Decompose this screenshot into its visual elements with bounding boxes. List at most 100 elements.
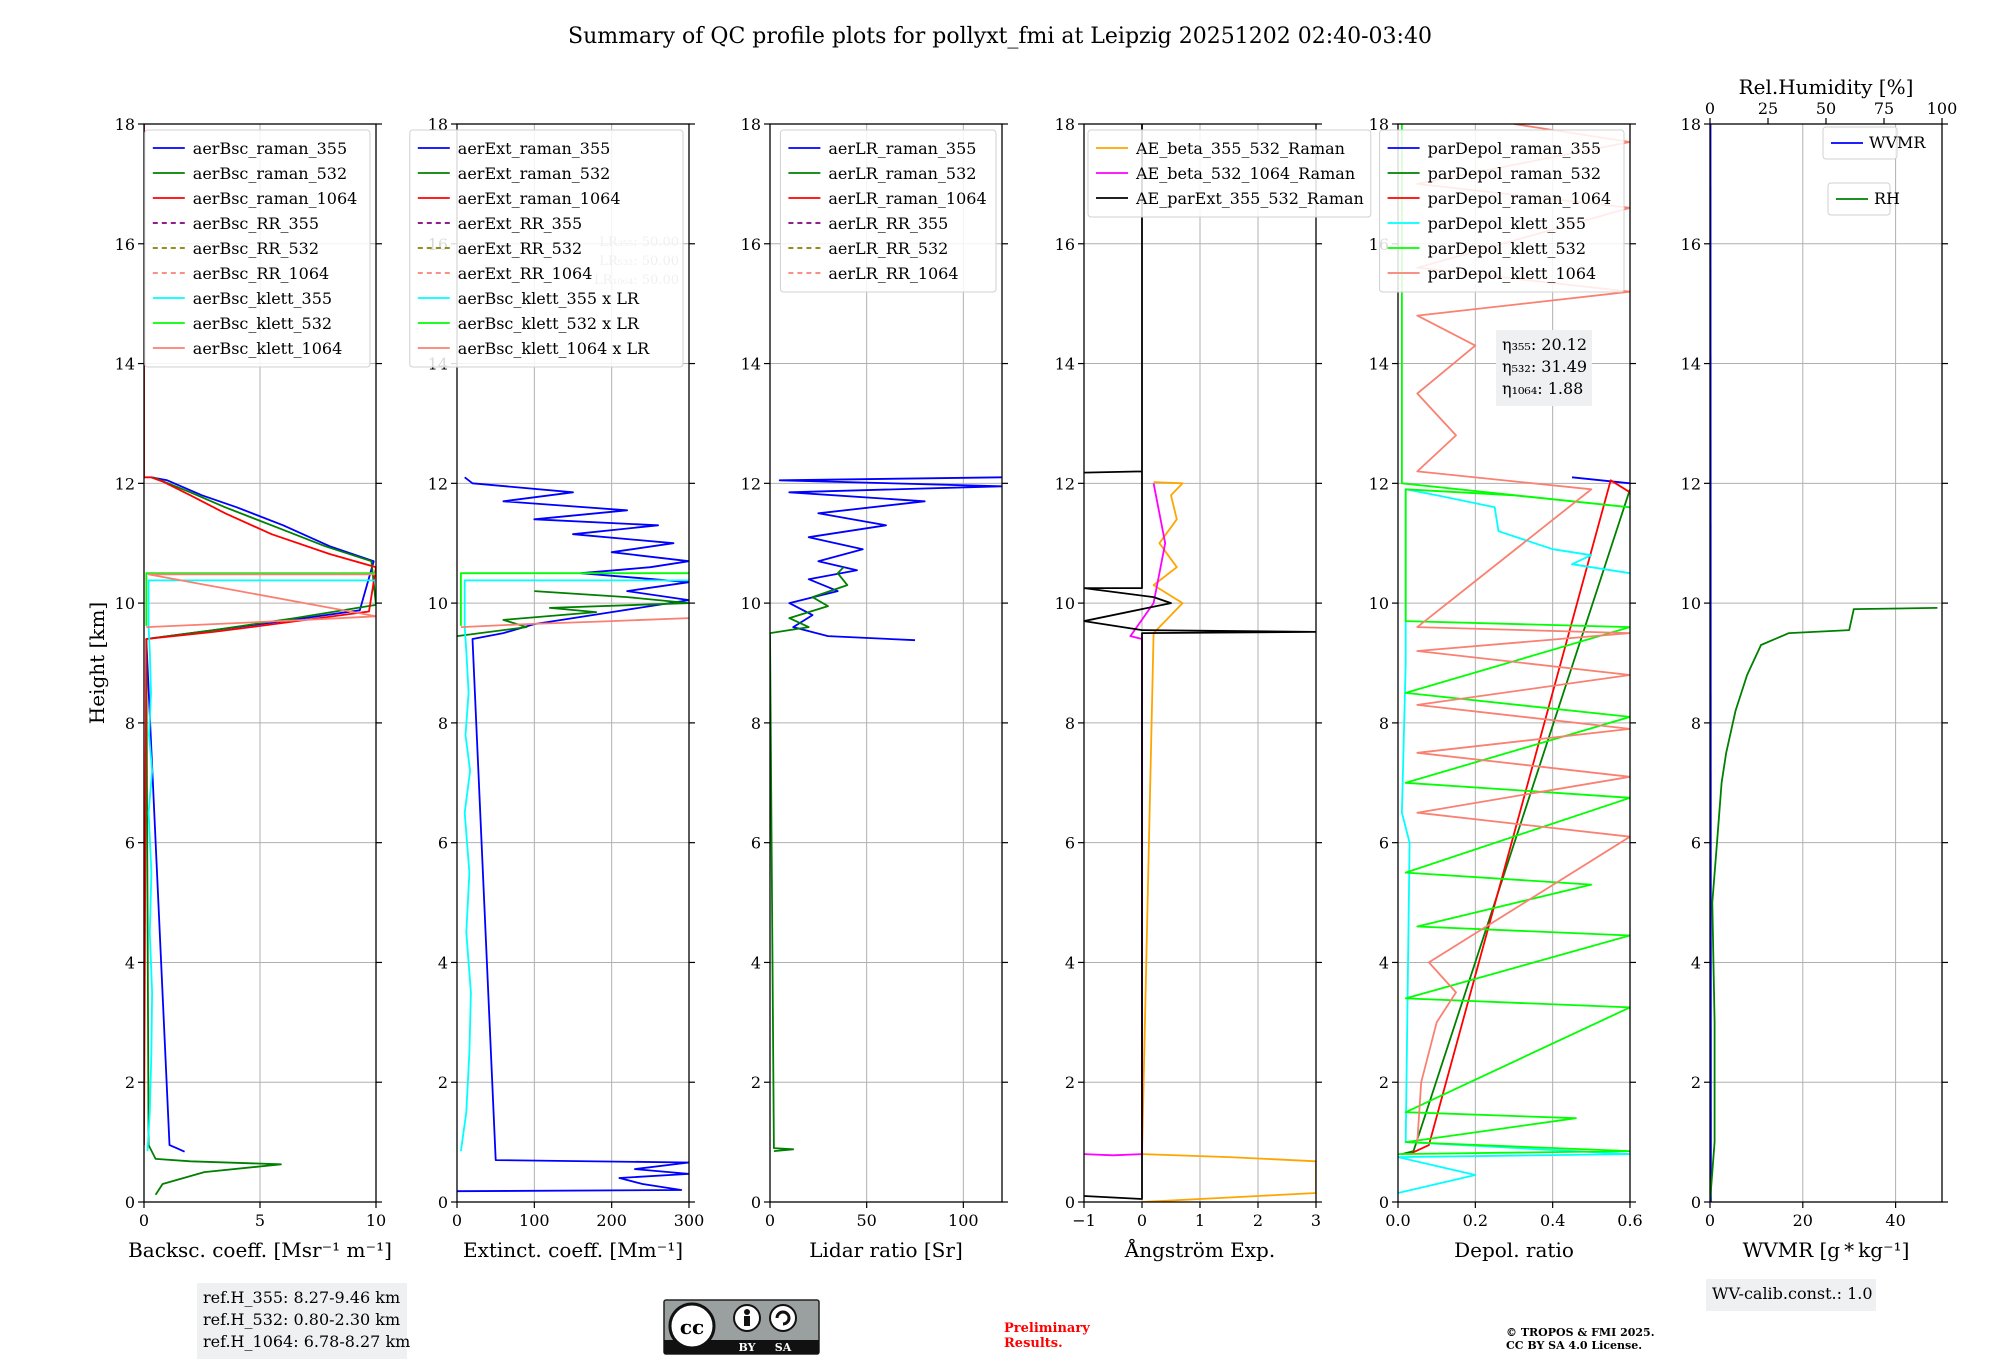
x-axis-label: WVMR [g * kg⁻¹] xyxy=(1743,1238,1910,1262)
y-tick-label: 16 xyxy=(115,235,135,254)
legend-label: aerBsc_RR_1064 xyxy=(193,264,329,283)
series-line-aerbsc-klett-355 xyxy=(146,579,376,1152)
x-tick-label: 3 xyxy=(1311,1211,1321,1230)
info-line: η₅₃₂: 31.49 xyxy=(1502,357,1587,376)
series-line-aerlr-raman-355 xyxy=(778,476,1002,642)
y-tick-label: 2 xyxy=(1379,1073,1389,1092)
legend-wvmr: WVMR xyxy=(1822,126,1926,160)
license-note: CC BY SA 4.0 License. xyxy=(1506,1339,1642,1352)
y-tick-label: 8 xyxy=(1691,714,1701,733)
legend-label: aerBsc_klett_532 xyxy=(193,314,332,333)
x-tick-label: 2 xyxy=(1253,1211,1263,1230)
figure-title: Summary of QC profile plots for pollyxt_… xyxy=(568,24,1432,49)
legend-label: aerExt_RR_1064 xyxy=(458,264,593,283)
x-tick-label: 0.2 xyxy=(1463,1211,1488,1230)
x-tick-label: 0 xyxy=(139,1211,149,1230)
y-tick-label: 0 xyxy=(438,1193,448,1212)
series-line-aerbsc-raman-1064 xyxy=(144,124,376,1146)
axes-frame xyxy=(1709,123,1943,1203)
series-line-pardepol-raman-1064 xyxy=(1409,479,1630,1155)
top-x-tick-label: 50 xyxy=(1816,99,1836,118)
y-tick-label: 0 xyxy=(125,1193,135,1212)
info-box-bsc: ref.H_355: 8.27-9.46 km ref.H_532: 0.80-2… xyxy=(197,1283,410,1359)
y-tick-label: 8 xyxy=(751,714,761,733)
legend-label: aerExt_RR_355 xyxy=(458,214,582,233)
series-line-rh xyxy=(1710,607,1938,1202)
y-tick-label: 0 xyxy=(1065,1193,1075,1212)
y-tick-label: 4 xyxy=(125,953,135,972)
series-line-aerbsc-klett-355-x-lr xyxy=(460,579,689,1152)
copyright-note: © TROPOS & FMI 2025. xyxy=(1506,1326,1655,1339)
y-tick-label: 10 xyxy=(741,594,761,613)
series-line-aerbsc-raman-532 xyxy=(145,476,376,1196)
legend-label: AE_beta_532_1064_Raman xyxy=(1135,164,1355,183)
y-tick-label: 16 xyxy=(1055,235,1075,254)
legend-label: aerLR_RR_532 xyxy=(828,239,948,258)
legend: aerExt_raman_355 aerExt_raman_532 aerExt_r… xyxy=(409,129,684,368)
y-tick-label: 10 xyxy=(428,594,448,613)
y-tick-label: 4 xyxy=(1691,953,1701,972)
y-tick-label: 4 xyxy=(438,953,448,972)
axes-frame xyxy=(1397,123,1631,1203)
info-line: ref.H_532: 0.80-2.30 km xyxy=(203,1310,400,1329)
x-tick-label: 1 xyxy=(1195,1211,1205,1230)
y-tick-label: 14 xyxy=(1055,355,1075,374)
series-line-pardepol-raman-355 xyxy=(1571,476,1630,485)
y-tick-label: 18 xyxy=(428,115,448,134)
panel-lr: 0 2 4 6 8 10 12 14 16 18 0 50 100 Lidar ratio [Sr] aer… xyxy=(741,115,1008,1262)
legend-label: AE_parExt_355_532_Raman xyxy=(1135,189,1364,208)
x-tick-label: 40 xyxy=(1885,1211,1905,1230)
legend-label: aerLR_raman_532 xyxy=(828,164,976,183)
x-tick-label: 5 xyxy=(255,1211,265,1230)
y-tick-label: 8 xyxy=(1065,714,1075,733)
legend-label: aerBsc_klett_1064 xyxy=(193,339,342,358)
footer: cc BY SA Preliminary Results. © TROPOS &… xyxy=(663,1299,1655,1355)
x-tick-label: 20 xyxy=(1793,1211,1813,1230)
y-tick-label: 10 xyxy=(115,594,135,613)
y-tick-label: 8 xyxy=(438,714,448,733)
series-line-ae-beta-355-532-raman xyxy=(1141,481,1316,1202)
legend-label: parDepol_klett_1064 xyxy=(1428,264,1597,283)
x-axis-label: Lidar ratio [Sr] xyxy=(809,1238,963,1262)
x-tick-label: 0 xyxy=(765,1211,775,1230)
legend-label: aerLR_RR_1064 xyxy=(828,264,958,283)
series-line-aerlr-raman-532 xyxy=(770,566,849,1152)
legend-label: aerExt_raman_532 xyxy=(458,164,611,183)
legend-label: parDepol_raman_1064 xyxy=(1428,189,1612,208)
y-tick-label: 18 xyxy=(741,115,761,134)
y-tick-label: 14 xyxy=(115,355,135,374)
legend-label: aerLR_raman_1064 xyxy=(828,189,986,208)
y-tick-label: 18 xyxy=(1369,115,1389,134)
x-tick-label: 300 xyxy=(674,1211,705,1230)
x-tick-label: 0 xyxy=(1137,1211,1147,1230)
y-tick-label: 18 xyxy=(115,115,135,134)
y-tick-label: 10 xyxy=(1681,594,1701,613)
y-tick-label: 12 xyxy=(115,474,135,493)
y-tick-label: 6 xyxy=(751,834,761,853)
top-x-axis-label: Rel.Humidity [%] xyxy=(1739,75,1914,99)
y-tick-label: 6 xyxy=(438,834,448,853)
x-tick-label: 100 xyxy=(948,1211,979,1230)
series-line-aerbsc-klett-1064 xyxy=(146,573,376,628)
y-tick-label: 6 xyxy=(1379,834,1389,853)
legend-label: WVMR xyxy=(1869,133,1926,152)
cc-license-badge: cc BY SA xyxy=(663,1299,820,1355)
y-tick-label: 14 xyxy=(741,355,761,374)
axes-frame xyxy=(456,123,690,1203)
svg-text:BY: BY xyxy=(739,1341,756,1354)
y-tick-label: 16 xyxy=(741,235,761,254)
svg-text:SA: SA xyxy=(775,1341,792,1354)
y-tick-label: 12 xyxy=(1681,474,1701,493)
legend-label: aerBsc_klett_1064 x LR xyxy=(458,339,650,358)
y-tick-label: 12 xyxy=(1055,474,1075,493)
legend-label: parDepol_raman_355 xyxy=(1428,139,1601,158)
legend-label: aerBsc_klett_355 x LR xyxy=(458,289,640,308)
legend-label: aerLR_raman_355 xyxy=(828,139,976,158)
y-tick-label: 12 xyxy=(1369,474,1389,493)
legend-label: aerBsc_raman_532 xyxy=(193,164,347,183)
series-line-aerext-raman-355 xyxy=(457,476,689,1193)
legend-label: aerBsc_RR_355 xyxy=(193,214,319,233)
